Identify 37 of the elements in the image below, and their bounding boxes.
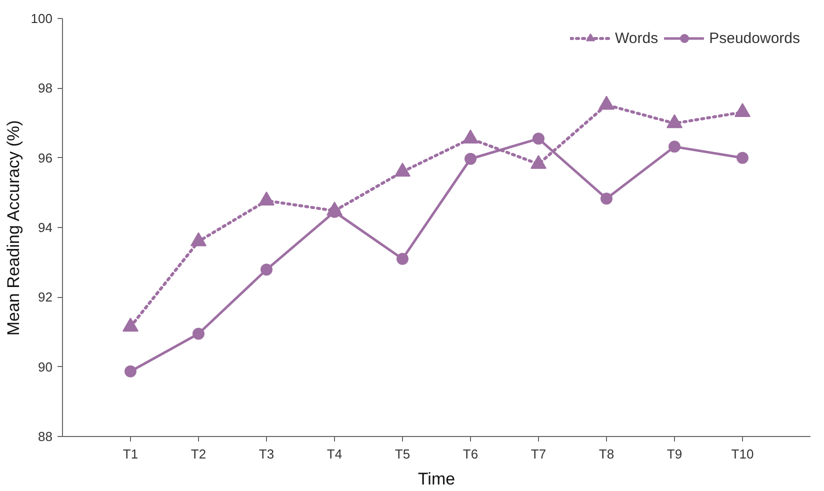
x-tick-label: T9 (666, 446, 682, 462)
point (394, 162, 410, 177)
point (190, 232, 206, 246)
point (326, 202, 342, 216)
point (192, 328, 204, 340)
point (530, 154, 546, 169)
point (666, 114, 682, 128)
point (736, 152, 748, 164)
x-axis-title: Time (418, 470, 456, 488)
y-axis-title: Mean Reading Accuracy (%) (4, 120, 23, 336)
y-tick-label: 94 (38, 220, 53, 235)
y-tick-label: 96 (38, 150, 53, 166)
point (600, 192, 612, 205)
x-tick-label: T4 (326, 446, 342, 462)
point (258, 192, 274, 206)
x-tick-label: T10 (731, 446, 754, 462)
point (124, 365, 136, 378)
x-tick-label: T8 (598, 446, 614, 462)
point (734, 103, 750, 118)
point (462, 130, 478, 144)
point (464, 152, 476, 165)
x-tick-label: T3 (258, 446, 274, 462)
y-tick-label: 90 (38, 359, 53, 374)
y-tick-label: 92 (38, 290, 53, 305)
x-tick-label: T2 (190, 446, 206, 462)
x-tick-label: T1 (122, 446, 138, 462)
y-tick-label: 88 (38, 429, 53, 444)
x-tick-label: T7 (530, 446, 546, 462)
point (396, 252, 408, 265)
point (598, 96, 614, 110)
legend-label: Pseudowords (709, 30, 800, 46)
y-tick-label: 98 (38, 80, 53, 96)
point (260, 264, 272, 276)
x-tick-label: T6 (462, 446, 478, 462)
y-tick-label: 100 (30, 11, 53, 26)
x-tick-label: T5 (394, 446, 410, 462)
legend-label: Words (615, 30, 658, 46)
